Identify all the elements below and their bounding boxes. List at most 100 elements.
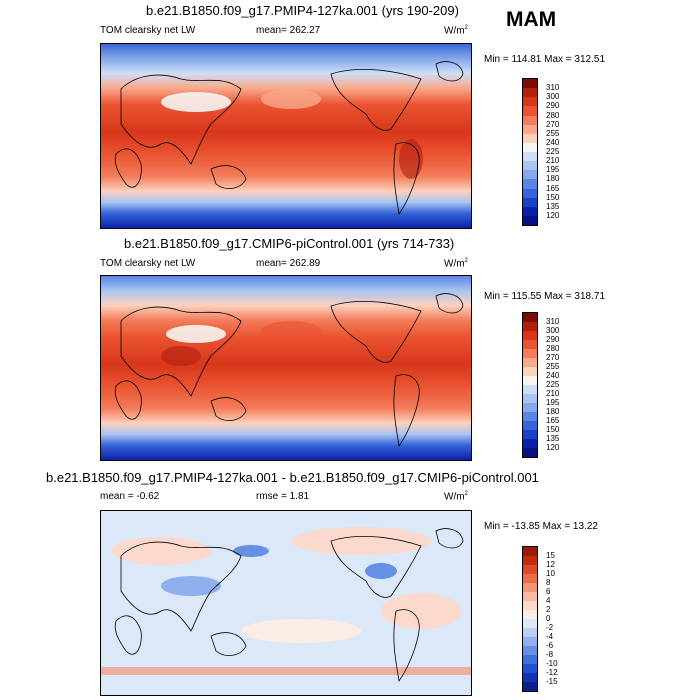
colorbar-segment — [523, 152, 537, 162]
colorbar-segment — [523, 358, 537, 367]
colorbar-tick-label: 12 — [546, 560, 555, 569]
panel1-minmax: Min = 114.81 Max = 312.51 — [484, 54, 606, 65]
colorbar-segment — [523, 664, 537, 673]
panel1-mean: mean= 262.27 — [256, 25, 321, 36]
colorbar-segment — [523, 547, 537, 556]
panel1-variable-label: TOM clearsky net LW — [100, 25, 196, 36]
colorbar-segment — [523, 673, 537, 682]
colorbar-segment — [523, 170, 537, 180]
colorbar-segment — [523, 79, 537, 89]
colorbar-segment — [523, 97, 537, 107]
colorbar-tick-label: 290 — [546, 335, 560, 344]
panel1-title: b.e21.B1850.f09_g17.PMIP4-127ka.001 (yrs… — [146, 3, 459, 18]
colorbar-segment — [523, 583, 537, 592]
colorbar-tick-label: 210 — [546, 156, 560, 166]
colorbar-tick-label: 195 — [546, 165, 560, 175]
colorbar-segment — [523, 161, 537, 171]
panel2-map — [100, 275, 472, 461]
colorbar-segment — [523, 601, 537, 610]
panel1-map — [100, 43, 472, 229]
colorbar-segment — [523, 394, 537, 403]
colorbar-tick-label: 2 — [546, 605, 551, 614]
panel3-units: W/m2 — [444, 491, 468, 503]
colorbar-segment — [523, 448, 537, 457]
colorbar-tick-label: 6 — [546, 587, 551, 596]
panel2-colorbar — [522, 312, 538, 458]
colorbar-segment — [523, 619, 537, 628]
colorbar-segment — [523, 179, 537, 189]
colorbar-segment — [523, 142, 537, 152]
panel3-title: b.e21.B1850.f09_g17.PMIP4-127ka.001 - b.… — [46, 470, 539, 485]
colorbar-segment — [523, 637, 537, 646]
colorbar-segment — [523, 610, 537, 619]
panel2-title: b.e21.B1850.f09_g17.CMIP6-piControl.001 … — [124, 236, 455, 251]
colorbar-tick-label: -8 — [546, 650, 554, 659]
colorbar-segment — [523, 682, 537, 691]
colorbar-tick-label: -6 — [546, 641, 554, 650]
colorbar-tick-label: 180 — [546, 174, 560, 184]
panel3-colorbar — [522, 546, 538, 692]
colorbar-segment — [523, 403, 537, 412]
colorbar-segment — [523, 367, 537, 376]
colorbar-tick-label: 120 — [546, 443, 560, 452]
panel3-rmse: rmse = 1.81 — [256, 491, 310, 502]
colorbar-tick-label: 150 — [546, 192, 560, 202]
panel2-coastlines — [114, 293, 464, 448]
season-label: MAM — [506, 8, 557, 31]
colorbar-tick-label: 290 — [546, 101, 560, 111]
colorbar-tick-label: 210 — [546, 389, 560, 398]
colorbar-segment — [523, 412, 537, 421]
colorbar-segment — [523, 115, 537, 125]
colorbar-tick-label: 165 — [546, 416, 560, 425]
colorbar-segment — [523, 215, 537, 225]
colorbar-segment — [523, 133, 537, 143]
colorbar-tick-label: -10 — [546, 659, 558, 668]
colorbar-segment — [523, 385, 537, 394]
colorbar-segment — [523, 556, 537, 565]
colorbar-tick-label: 310 — [546, 317, 560, 326]
colorbar-tick-label: 280 — [546, 110, 560, 120]
colorbar-segment — [523, 188, 537, 198]
colorbar-tick-label: 180 — [546, 407, 560, 416]
colorbar-tick-label: 300 — [546, 326, 560, 335]
colorbar-tick-label: 120 — [546, 210, 560, 220]
colorbar-segment — [523, 106, 537, 116]
colorbar-tick-label: 240 — [546, 371, 560, 380]
colorbar-segment — [523, 628, 537, 637]
panel2-minmax: Min = 115.55 Max = 318.71 — [484, 291, 606, 302]
colorbar-tick-label: 270 — [546, 353, 560, 362]
colorbar-tick-label: 15 — [546, 551, 555, 560]
colorbar-segment — [523, 206, 537, 216]
panel3-minmax: Min = -13.85 Max = 13.22 — [484, 521, 598, 532]
panel2-variable-label: TOM clearsky net LW — [100, 258, 196, 269]
colorbar-segment — [523, 421, 537, 430]
panel1-colorbar — [522, 78, 538, 226]
colorbar-segment — [523, 592, 537, 601]
colorbar-segment — [523, 340, 537, 349]
colorbar-segment — [523, 574, 537, 583]
colorbar-tick-label: 150 — [546, 425, 560, 434]
panel3-mean: mean = -0.62 — [100, 491, 160, 502]
colorbar-tick-label: 280 — [546, 344, 560, 353]
colorbar-tick-label: 10 — [546, 569, 555, 578]
colorbar-segment — [523, 331, 537, 340]
colorbar-tick-label: 225 — [546, 380, 560, 389]
colorbar-segment — [523, 313, 537, 322]
colorbar-segment — [523, 376, 537, 385]
panel2-units: W/m2 — [444, 258, 468, 270]
colorbar-segment — [523, 197, 537, 207]
colorbar-tick-label: 240 — [546, 137, 560, 147]
panel3-map — [100, 510, 472, 696]
colorbar-tick-label: 135 — [546, 434, 560, 443]
colorbar-segment — [523, 565, 537, 574]
panel3-coastlines — [114, 528, 464, 683]
colorbar-tick-label: 8 — [546, 578, 551, 587]
panel1-units: W/m2 — [444, 25, 468, 37]
colorbar-segment — [523, 88, 537, 98]
colorbar-tick-label: 135 — [546, 201, 560, 211]
colorbar-segment — [523, 646, 537, 655]
colorbar-tick-label: -4 — [546, 632, 554, 641]
colorbar-segment — [523, 430, 537, 439]
colorbar-tick-label: 255 — [546, 362, 560, 371]
colorbar-segment — [523, 349, 537, 358]
